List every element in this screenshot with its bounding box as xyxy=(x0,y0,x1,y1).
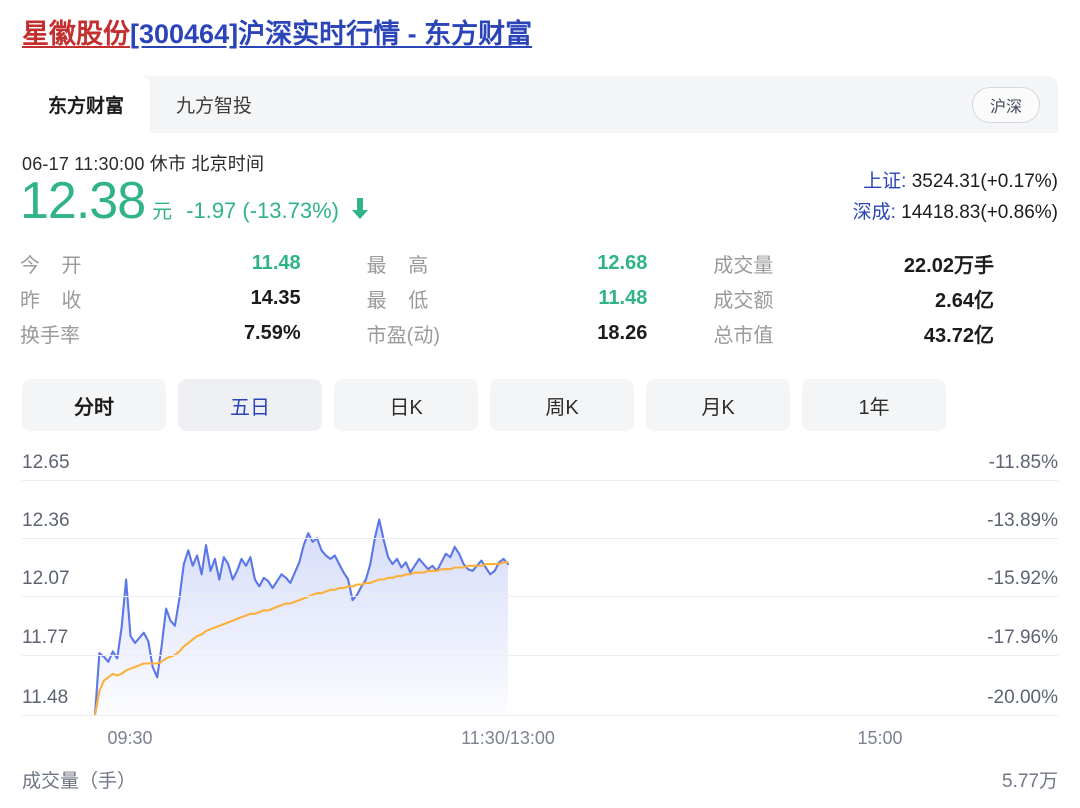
stat-item: 市盈(动) 18.26 xyxy=(367,316,714,351)
stat-item: 成交额 2.64亿 xyxy=(713,281,1060,316)
stat-value: 43.72亿 xyxy=(923,325,994,347)
page-title-stock-name[interactable]: 星徽股份 xyxy=(22,19,130,49)
index-label-sse[interactable]: 上证: xyxy=(863,171,907,192)
stat-label: 昨 收 xyxy=(20,290,90,312)
chart-area-fill xyxy=(95,519,508,715)
quote-timestamp: 06-17 11:30:00 休市 北京时间 xyxy=(22,154,265,174)
period-tab[interactable]: 1年 xyxy=(802,379,946,431)
index-row-szse[interactable]: 深成: 14418.83(+0.86%) xyxy=(853,197,1058,228)
price-unit: 元 xyxy=(152,201,173,223)
chart-gridline xyxy=(22,715,1058,716)
chart-gridline xyxy=(22,596,1058,597)
chart-y-tick-label-right: -15.92% xyxy=(987,568,1058,589)
chart-gridline xyxy=(22,480,1058,481)
stat-label: 成交额 xyxy=(713,290,774,312)
price-block: 12.38 元 -1.97 (-13.73%) xyxy=(20,172,370,230)
price-change: -1.97 (-13.73%) xyxy=(186,198,339,223)
chart-x-axis: 09:30 11:30/13:00 15:00 xyxy=(0,728,1080,754)
chart-y-tick-label-right: -17.96% xyxy=(987,627,1058,648)
stat-value: 7.59% xyxy=(243,322,301,344)
period-tab[interactable]: 周K xyxy=(490,379,634,431)
chart-line-average xyxy=(93,561,510,717)
stat-item: 昨 收 14.35 xyxy=(20,281,367,316)
index-value-sse: 3524.31(+0.17%) xyxy=(911,171,1058,192)
tab-eastmoney[interactable]: 东方财富 xyxy=(22,76,151,133)
chart-x-tick-label: 11:30/13:00 xyxy=(461,728,555,748)
intraday-chart[interactable]: 12.65 -11.85% 12.36 -13.89% 12.07 -15.92% 11.7… xyxy=(0,440,1080,732)
chart-line-price xyxy=(93,518,510,717)
stat-value: 11.48 xyxy=(251,252,301,274)
stat-item: 总市值 43.72亿 xyxy=(713,316,1060,351)
stat-label: 最 高 xyxy=(366,255,437,277)
chart-y-tick-label: 12.65 xyxy=(22,452,70,473)
stat-item: 最 高 12.68 xyxy=(367,246,714,281)
chart-gridline xyxy=(22,655,1058,656)
chart-y-tick-label-right: -11.85% xyxy=(988,452,1058,473)
chart-y-tick-label: 12.07 xyxy=(22,568,70,589)
stat-item: 换手率 7.59% xyxy=(20,316,367,351)
volume-footer: 成交量（手） 5.77万 xyxy=(22,766,1058,793)
chart-y-tick-label-right: -20.00% xyxy=(987,687,1058,708)
chart-period-tabs: 分时 五日 日K 周K 月K 1年 xyxy=(22,379,946,431)
current-price: 12.38 xyxy=(20,172,146,230)
chart-y-tick-label-right: -13.89% xyxy=(987,510,1058,531)
arrow-down-icon xyxy=(350,197,370,221)
stat-label: 最 低 xyxy=(366,290,437,312)
chart-gridline xyxy=(22,538,1058,539)
chart-y-tick-label: 12.36 xyxy=(22,510,70,531)
stats-grid: 今 开 11.48 最 高 12.68 成交量 22.02万手昨 收 14.35 最 低 11.… xyxy=(20,246,1060,351)
stat-value: 22.02万手 xyxy=(903,255,994,277)
chart-plot-area xyxy=(93,518,510,717)
stat-label: 总市值 xyxy=(713,325,774,347)
volume-footer-value: 5.77万 xyxy=(1002,771,1058,792)
tab-jiufang[interactable]: 九方智投 xyxy=(176,96,253,117)
chart-y-tick-label: 11.77 xyxy=(22,627,69,648)
stat-value: 18.26 xyxy=(597,322,648,344)
index-summary: 上证: 3524.31(+0.17%) 深成: 14418.83(+0.86%) xyxy=(853,166,1058,228)
page-title: 星徽股份[300464]沪深实时行情 - 东方财富 xyxy=(22,16,532,52)
period-tab[interactable]: 月K xyxy=(646,379,790,431)
stat-item: 成交量 22.02万手 xyxy=(713,246,1060,281)
stat-item: 最 低 11.48 xyxy=(367,281,714,316)
volume-footer-label: 成交量（手） xyxy=(22,771,137,792)
stat-value: 14.35 xyxy=(250,287,301,309)
market-badge[interactable]: 沪深 xyxy=(971,86,1040,123)
index-row-sse[interactable]: 上证: 3524.31(+0.17%) xyxy=(853,166,1058,197)
stat-label: 成交量 xyxy=(713,255,774,277)
stat-value: 11.48 xyxy=(598,287,648,309)
source-tabbar: 东方财富 九方智投 沪深 xyxy=(22,76,1058,133)
period-tab[interactable]: 日K xyxy=(334,379,478,431)
period-tab[interactable]: 分时 xyxy=(22,379,166,431)
stat-value: 12.68 xyxy=(597,252,648,274)
index-label-szse[interactable]: 深成: xyxy=(852,202,896,223)
index-value-szse: 14418.83(+0.86%) xyxy=(901,202,1058,223)
stat-label: 市盈(动) xyxy=(366,325,440,347)
stat-label: 换手率 xyxy=(20,325,80,347)
chart-x-tick-label: 15:00 xyxy=(857,728,903,748)
stat-item: 今 开 11.48 xyxy=(20,246,367,281)
chart-y-tick-label: 11.48 xyxy=(22,687,69,708)
stat-value: 2.64亿 xyxy=(935,290,994,312)
chart-x-tick-label: 09:30 xyxy=(107,728,153,748)
stat-label: 今 开 xyxy=(20,255,90,277)
page-title-rest[interactable]: [300464]沪深实时行情 - 东方财富 xyxy=(130,19,533,49)
period-tab[interactable]: 五日 xyxy=(178,379,322,431)
